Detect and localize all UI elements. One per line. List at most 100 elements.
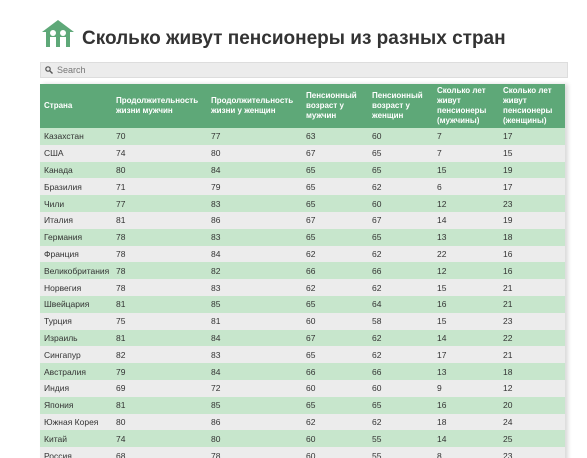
value-cell: 14 [433, 329, 499, 347]
value-cell: 66 [302, 262, 368, 280]
value-cell: 67 [302, 211, 368, 229]
search-icon [45, 66, 53, 74]
value-cell: 16 [499, 262, 565, 280]
value-cell: 60 [302, 379, 368, 397]
table-row: Канада 80 84 65 65 15 19 [40, 161, 565, 179]
column-header[interactable]: Пенсионный возраст у женщин [368, 84, 433, 128]
value-cell: 63 [302, 128, 368, 145]
table-row: Чили 77 83 65 60 12 23 [40, 195, 565, 212]
value-cell: 7 [433, 128, 499, 145]
table-row: Россия 68 78 60 55 8 23 [40, 447, 565, 458]
header-row: Страна Продолжительность жизни мужчин Прод… [40, 84, 565, 128]
data-table: Страна Продолжительность жизни мужчин Прод… [40, 84, 565, 458]
country-cell: США [40, 144, 112, 162]
value-cell: 80 [207, 144, 302, 162]
value-cell: 81 [207, 312, 302, 330]
value-cell: 84 [207, 363, 302, 380]
value-cell: 74 [112, 430, 207, 448]
value-cell: 85 [207, 295, 302, 313]
value-cell: 80 [112, 161, 207, 179]
value-cell: 20 [499, 396, 565, 414]
value-cell: 15 [433, 312, 499, 330]
column-header[interactable]: Страна [40, 84, 112, 128]
value-cell: 21 [499, 346, 565, 364]
value-cell: 65 [368, 228, 433, 246]
value-cell: 17 [499, 128, 565, 145]
search-box[interactable]: Search [40, 62, 568, 78]
country-cell: Сингапур [40, 346, 112, 364]
column-header[interactable]: Сколько лет живут пенсионеры (женщины) [499, 84, 565, 128]
table-row: Великобритания 78 82 66 66 12 16 [40, 262, 565, 280]
column-header[interactable]: Продолжительность жизни мужчин [112, 84, 207, 128]
value-cell: 83 [207, 346, 302, 364]
value-cell: 58 [368, 312, 433, 330]
value-cell: 62 [368, 279, 433, 296]
value-cell: 25 [499, 430, 565, 448]
logo-icon [42, 20, 74, 47]
value-cell: 16 [433, 295, 499, 313]
value-cell: 22 [433, 245, 499, 263]
value-cell: 62 [302, 245, 368, 263]
value-cell: 74 [112, 144, 207, 162]
value-cell: 24 [499, 413, 565, 431]
table-row: Сингапур 82 83 65 62 17 21 [40, 346, 565, 364]
country-cell: Бразилия [40, 178, 112, 196]
country-cell: Австралия [40, 363, 112, 380]
table-row: Италия 81 86 67 67 14 19 [40, 211, 565, 229]
value-cell: 12 [499, 379, 565, 397]
value-cell: 18 [499, 228, 565, 246]
table-row: США 74 80 67 65 7 15 [40, 144, 565, 162]
table-row: Франция 78 84 62 62 22 16 [40, 245, 565, 263]
value-cell: 67 [368, 211, 433, 229]
value-cell: 84 [207, 245, 302, 263]
value-cell: 71 [112, 178, 207, 196]
value-cell: 80 [112, 413, 207, 431]
value-cell: 78 [112, 279, 207, 296]
value-cell: 65 [368, 144, 433, 162]
value-cell: 19 [499, 211, 565, 229]
value-cell: 13 [433, 228, 499, 246]
value-cell: 78 [112, 228, 207, 246]
table-row: Израиль 81 84 67 62 14 22 [40, 329, 565, 347]
country-cell: Норвегия [40, 279, 112, 296]
value-cell: 75 [112, 312, 207, 330]
value-cell: 17 [433, 346, 499, 364]
value-cell: 66 [368, 363, 433, 380]
value-cell: 60 [302, 312, 368, 330]
value-cell: 86 [207, 211, 302, 229]
value-cell: 14 [433, 211, 499, 229]
value-cell: 62 [368, 413, 433, 431]
value-cell: 80 [207, 430, 302, 448]
table-row: Австралия 79 84 66 66 13 18 [40, 363, 565, 380]
value-cell: 65 [302, 228, 368, 246]
value-cell: 83 [207, 228, 302, 246]
value-cell: 23 [499, 447, 565, 458]
value-cell: 17 [499, 178, 565, 196]
value-cell: 16 [499, 245, 565, 263]
table-body: Казахстан 70 77 63 60 7 17 США 74 80 67 65 7 15 Канада… [40, 128, 565, 458]
value-cell: 62 [302, 413, 368, 431]
table-row: Южная Корея 80 86 62 62 18 24 [40, 413, 565, 431]
column-header[interactable]: Продолжительность жизни у женщин [207, 84, 302, 128]
table-row: Япония 81 85 65 65 16 20 [40, 396, 565, 414]
column-header[interactable]: Пенсионный возраст у мужчин [302, 84, 368, 128]
value-cell: 84 [207, 161, 302, 179]
value-cell: 77 [207, 128, 302, 145]
column-header[interactable]: Сколько лет живут пенсионеры (мужчины) [433, 84, 499, 128]
value-cell: 82 [112, 346, 207, 364]
value-cell: 64 [368, 295, 433, 313]
value-cell: 60 [368, 128, 433, 145]
value-cell: 62 [368, 329, 433, 347]
value-cell: 78 [112, 262, 207, 280]
value-cell: 62 [368, 178, 433, 196]
value-cell: 6 [433, 178, 499, 196]
value-cell: 65 [302, 195, 368, 212]
value-cell: 21 [499, 295, 565, 313]
value-cell: 21 [499, 279, 565, 296]
country-cell: Китай [40, 430, 112, 448]
value-cell: 12 [433, 262, 499, 280]
value-cell: 83 [207, 195, 302, 212]
country-cell: Великобритания [40, 262, 112, 280]
value-cell: 78 [207, 447, 302, 458]
